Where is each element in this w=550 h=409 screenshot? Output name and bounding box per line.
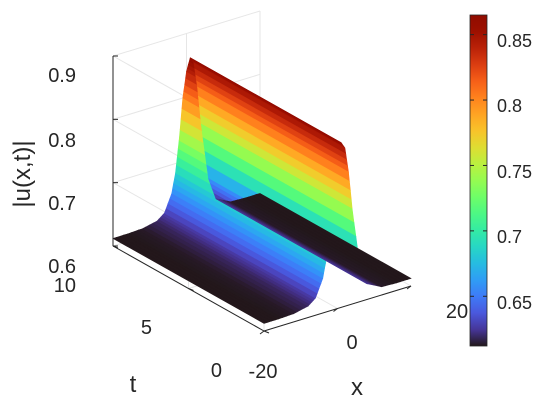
t-tick	[263, 330, 270, 334]
z-tick-label: 0.6	[48, 256, 76, 278]
axis-lines	[112, 55, 412, 335]
z-tick-label: 0.8	[48, 130, 76, 152]
colorbar-tick-label: 0.85	[497, 31, 532, 51]
x-tick	[333, 308, 338, 312]
t-axis-label: t	[130, 371, 137, 398]
x-tick	[406, 285, 412, 290]
t-tick-label: 0	[211, 360, 222, 382]
colorbar	[469, 14, 488, 347]
x-tick-label: -20	[249, 361, 278, 383]
x-tick	[259, 330, 265, 335]
colorbar-ticks	[470, 34, 487, 297]
z-axis-label: |u(x,t)|	[9, 140, 36, 207]
x-axis-label: x	[351, 374, 363, 401]
t-tick-label: 10	[54, 275, 76, 297]
colorbar-tick-label: 0.8	[497, 96, 522, 116]
x-tick-label: 20	[446, 301, 468, 323]
surface-mesh	[112, 57, 412, 324]
colorbar-tick-label: 0.65	[497, 293, 532, 313]
x-tick-label: 0	[346, 332, 357, 354]
colorbar-tick-label: 0.75	[497, 162, 532, 182]
t-tick-label: 5	[141, 317, 152, 339]
z-tick-label: 0.7	[48, 193, 76, 215]
t-tick	[188, 288, 194, 291]
surface-strip	[255, 193, 412, 280]
colorbar-tick-label: 0.7	[497, 227, 522, 247]
z-tick-label: 0.9	[48, 65, 76, 87]
